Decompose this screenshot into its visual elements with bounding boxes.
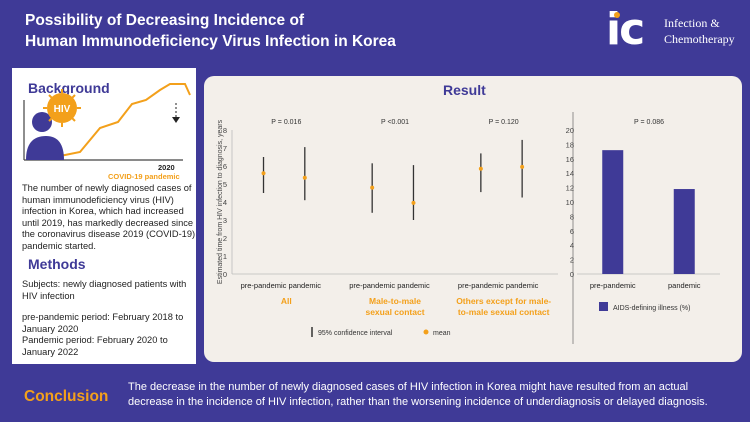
- title-line-2: Human Immunodeficiency Virus Infection i…: [25, 33, 396, 50]
- bar-x-tick-label: pandemic: [668, 281, 701, 290]
- bar: [602, 150, 624, 274]
- errorbar-x-tick-label: pre-pandemic: [349, 281, 395, 290]
- background-text-line: pandemic started.: [22, 240, 96, 251]
- errorbar-x-tick-label: pandemic: [506, 281, 539, 290]
- methods-text-line: January 2020: [22, 323, 79, 334]
- errorbar-y-tick-label: 7: [223, 144, 227, 153]
- bar-y-tick-label: 0: [570, 270, 574, 279]
- background-text-line: until 2019, has markedly decreased since: [22, 217, 194, 228]
- methods-text-line: Subjects: newly diagnosed patients with: [22, 279, 187, 289]
- conclusion-text-line-2: decrease in the incidence of HIV infecti…: [128, 396, 708, 408]
- bar-legend-icon: [599, 302, 608, 311]
- methods-text-line: Pandemic period: February 2020 to: [22, 335, 168, 346]
- mean-point: [302, 175, 307, 180]
- mean-point: [520, 164, 525, 169]
- errorbar-y-tick-label: 1: [223, 252, 227, 261]
- errorbar-x-tick-label: pre-pandemic: [458, 281, 504, 290]
- bar-y-tick-label: 20: [566, 126, 574, 135]
- group-label: Others except for male-: [456, 296, 551, 306]
- background-text-line: The number of newly diagnosed cases of: [22, 183, 192, 193]
- conclusion-text: The decrease in the number of newly diag…: [128, 380, 738, 410]
- result-panel: [204, 76, 742, 362]
- methods-text-line: pre-pandemic period: February 2018 to: [22, 312, 184, 323]
- errorbar-x-tick-label: pandemic: [397, 281, 430, 290]
- title-line-1: Possibility of Decreasing Incidence of: [25, 12, 305, 29]
- journal-name-line-1: Infection &: [664, 16, 720, 30]
- background-text-line: the coronavirus disease 2019 (COVID-19): [22, 229, 196, 240]
- background-text-line: infection in Korea, which had increased: [22, 206, 184, 217]
- conclusion-banner: [0, 370, 750, 422]
- bar-y-tick-label: 8: [570, 212, 574, 221]
- bar-legend-label: AIDS-defining illness (%): [613, 305, 690, 312]
- conclusion-text-line-1: The decrease in the number of newly diag…: [128, 381, 689, 393]
- group-label: to-male sexual contact: [458, 307, 550, 317]
- conclusion-heading: Conclusion: [24, 388, 109, 405]
- group-label: sexual contact: [365, 307, 424, 317]
- bar: [673, 189, 695, 274]
- mean-point: [261, 171, 266, 176]
- ci-legend-label: 95% confidence interval: [318, 330, 393, 337]
- methods-heading: Methods: [28, 256, 86, 272]
- bar-x-tick-label: pre-pandemic: [590, 281, 636, 290]
- methods-text-line: HIV infection: [22, 290, 75, 301]
- mean-point: [478, 166, 483, 171]
- group-label: All: [281, 296, 292, 306]
- logo-dot-icon: [614, 12, 620, 18]
- bar-y-tick-label: 6: [570, 227, 574, 236]
- errorbar-y-axis-label: Estimated time from HIV infection to dia…: [217, 119, 224, 284]
- p-value-label: P <0.001: [381, 119, 409, 126]
- p-value-label: P = 0.016: [271, 119, 301, 126]
- mean-legend-icon: [423, 329, 429, 335]
- bar-p-value-label: P = 0.086: [634, 119, 664, 126]
- background-text-line: human immunodeficiency virus (HIV): [22, 194, 174, 205]
- errorbar-y-tick-label: 5: [223, 180, 227, 189]
- mean-point: [411, 200, 416, 205]
- errorbar-y-tick-label: 2: [223, 234, 227, 243]
- bar-y-tick-label: 16: [566, 155, 574, 164]
- errorbar-y-tick-label: 3: [223, 216, 227, 225]
- background-text: The number of newly diagnosed cases of h…: [22, 183, 195, 253]
- methods-text-line: January 2022: [22, 346, 79, 357]
- bar-y-tick-label: 10: [566, 198, 574, 207]
- errorbar-y-tick-label: 0: [223, 270, 227, 279]
- bar-y-tick-label: 4: [570, 241, 574, 250]
- errorbar-x-tick-label: pre-pandemic: [241, 281, 287, 290]
- p-value-label: P = 0.120: [489, 119, 519, 126]
- header-banner: Possibility of Decreasing Incidence of H…: [0, 0, 750, 64]
- group-label: Male-to-male: [369, 296, 421, 306]
- journal-name-line-2: Chemotherapy: [664, 32, 735, 46]
- bar-y-tick-label: 2: [570, 256, 574, 265]
- bar-y-tick-label: 14: [566, 169, 574, 178]
- journal-logo-mark: ic: [606, 4, 645, 55]
- errorbar-x-tick-label: pandemic: [289, 281, 322, 290]
- bar-y-tick-label: 12: [566, 184, 574, 193]
- mean-point: [370, 185, 375, 190]
- mean-legend-label: mean: [433, 330, 451, 337]
- result-heading: Result: [443, 82, 486, 98]
- errorbar-y-tick-label: 8: [223, 126, 227, 135]
- errorbar-y-tick-label: 4: [223, 198, 227, 207]
- bar-y-tick-label: 18: [566, 140, 574, 149]
- methods-text: Subjects: newly diagnosed patients with …: [22, 279, 186, 359]
- errorbar-y-tick-label: 6: [223, 162, 227, 171]
